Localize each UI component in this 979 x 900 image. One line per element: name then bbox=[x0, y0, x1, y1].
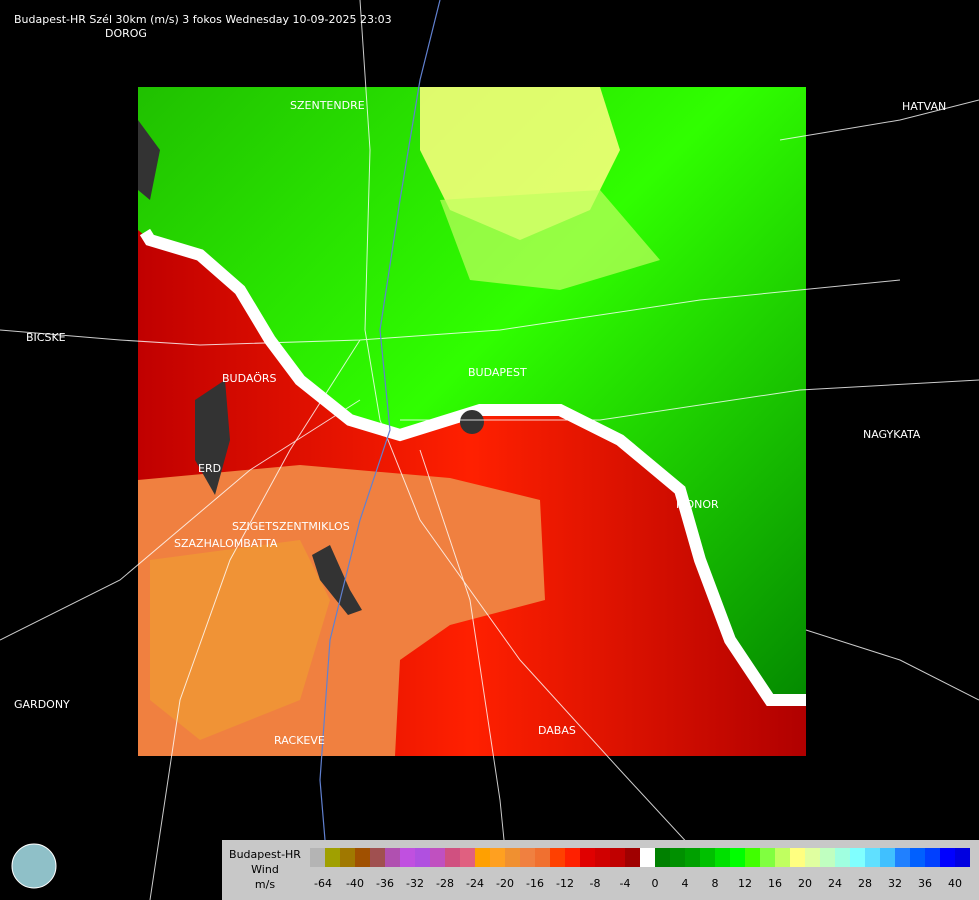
legend-swatch bbox=[445, 848, 460, 867]
legend-tick: 20 bbox=[798, 877, 812, 890]
legend-tick: 32 bbox=[888, 877, 902, 890]
place-label: SZENTENDRE bbox=[290, 99, 365, 112]
place-label: MONOR bbox=[676, 498, 719, 511]
legend-swatch bbox=[460, 848, 475, 867]
legend-swatch bbox=[940, 848, 955, 867]
legend-swatch bbox=[565, 848, 580, 867]
no-data bbox=[312, 545, 362, 615]
legend-swatch bbox=[805, 848, 820, 867]
legend-label: Budapest-HR bbox=[229, 848, 301, 861]
legend-swatch bbox=[850, 848, 865, 867]
place-label: NAGYKATA bbox=[863, 428, 921, 441]
legend-swatch bbox=[925, 848, 940, 867]
legend-tick: 16 bbox=[768, 877, 782, 890]
legend-swatch bbox=[580, 848, 595, 867]
legend-swatch bbox=[820, 848, 835, 867]
legend-tick: 24 bbox=[828, 877, 842, 890]
legend-swatch bbox=[385, 848, 400, 867]
place-label: DABAS bbox=[538, 724, 576, 737]
legend-swatch bbox=[415, 848, 430, 867]
legend-tick: -32 bbox=[406, 877, 424, 890]
legend-swatch bbox=[505, 848, 520, 867]
legend-swatch bbox=[340, 848, 355, 867]
place-label: HATVAN bbox=[902, 100, 946, 113]
legend-swatch bbox=[700, 848, 715, 867]
legend-swatch bbox=[760, 848, 775, 867]
legend-swatch bbox=[715, 848, 730, 867]
legend-tick: 28 bbox=[858, 877, 872, 890]
legend-swatch bbox=[655, 848, 670, 867]
lightgreen-region bbox=[440, 190, 660, 290]
legend-label: m/s bbox=[255, 878, 275, 891]
legend-swatch bbox=[730, 848, 745, 867]
river bbox=[319, 0, 441, 900]
place-label: BUDAÖRS bbox=[222, 372, 277, 385]
legend-swatch bbox=[895, 848, 910, 867]
legend-swatch bbox=[535, 848, 550, 867]
legend-swatch bbox=[490, 848, 505, 867]
legend-swatch bbox=[910, 848, 925, 867]
legend-swatch bbox=[640, 848, 655, 867]
legend-label: Wind bbox=[251, 863, 279, 876]
legend-tick: 36 bbox=[918, 877, 932, 890]
place-label: SZAZHALOMBATTA bbox=[174, 537, 278, 550]
legend-tick: -20 bbox=[496, 877, 514, 890]
legend-swatch bbox=[475, 848, 490, 867]
legend-swatch bbox=[550, 848, 565, 867]
legend-tick: 40 bbox=[948, 877, 962, 890]
place-label: RACKEVE bbox=[274, 734, 325, 747]
legend-swatch bbox=[370, 848, 385, 867]
no-data bbox=[195, 380, 230, 495]
no-data bbox=[138, 120, 160, 200]
legend-tick: -36 bbox=[376, 877, 394, 890]
legend-swatch bbox=[430, 848, 445, 867]
legend-swatch bbox=[310, 848, 325, 867]
legend-swatch bbox=[595, 848, 610, 867]
legend-tick: -16 bbox=[526, 877, 544, 890]
zero-band bbox=[139, 228, 806, 706]
orange-light bbox=[150, 540, 330, 740]
place-label: ERD bbox=[198, 462, 221, 475]
no-data bbox=[460, 410, 484, 434]
legend-tick: -24 bbox=[466, 877, 484, 890]
legend-tick: -4 bbox=[620, 877, 631, 890]
legend-swatch bbox=[685, 848, 700, 867]
legend-swatch bbox=[880, 848, 895, 867]
legend-swatch bbox=[835, 848, 850, 867]
legend-swatch bbox=[745, 848, 760, 867]
legend-tick: -8 bbox=[590, 877, 601, 890]
legend-tick: 4 bbox=[682, 877, 689, 890]
legend-swatch bbox=[610, 848, 625, 867]
legend-tick: 8 bbox=[712, 877, 719, 890]
legend-swatch bbox=[355, 848, 370, 867]
legend-swatch bbox=[670, 848, 685, 867]
legend-swatch bbox=[520, 848, 535, 867]
legend-swatch bbox=[790, 848, 805, 867]
legend-tick: -64 bbox=[314, 877, 332, 890]
place-label: DOROG bbox=[105, 27, 147, 40]
legend-swatch bbox=[955, 848, 970, 867]
legend-tick: 12 bbox=[738, 877, 752, 890]
legend-swatch bbox=[775, 848, 790, 867]
legend-tick: -28 bbox=[436, 877, 454, 890]
legend-swatch bbox=[625, 848, 640, 867]
legend-swatch bbox=[865, 848, 880, 867]
legend-tick: -12 bbox=[556, 877, 574, 890]
place-label: SZIGETSZENTMIKLOS bbox=[232, 520, 350, 533]
legend-tick: 0 bbox=[652, 877, 659, 890]
legend-swatch bbox=[325, 848, 340, 867]
logo bbox=[11, 843, 57, 889]
legend-tick: -40 bbox=[346, 877, 364, 890]
legend-swatch bbox=[400, 848, 415, 867]
title: Budapest-HR Szél 30km (m/s) 3 fokos Wedn… bbox=[14, 13, 392, 26]
place-label: GARDONY bbox=[14, 698, 70, 711]
place-label: BUDAPEST bbox=[468, 366, 527, 379]
place-label: BICSKE bbox=[26, 331, 66, 344]
